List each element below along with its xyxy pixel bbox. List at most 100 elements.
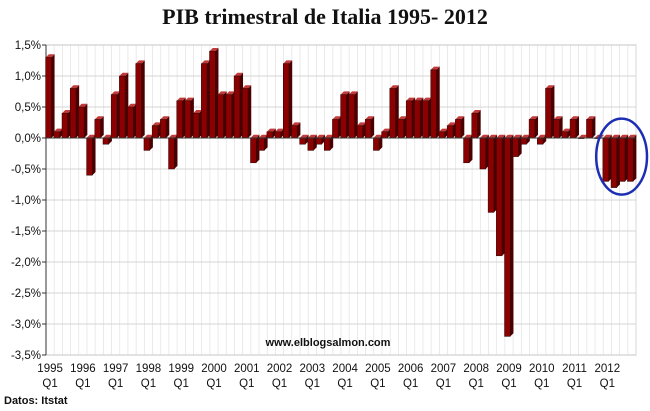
bar-top — [184, 97, 194, 101]
bar-front — [225, 94, 232, 139]
x-quarter-label: Q1 — [206, 378, 221, 390]
bar — [258, 134, 268, 151]
x-year-label: 2011 — [562, 363, 587, 375]
bar — [627, 134, 637, 182]
bar-top — [324, 134, 334, 138]
bar-front — [446, 125, 454, 139]
bar — [356, 122, 366, 139]
x-year-label: 1999 — [168, 363, 194, 375]
bar — [471, 110, 481, 139]
bar — [504, 134, 514, 337]
bar-side — [469, 134, 473, 163]
bar-side — [305, 134, 309, 145]
bar-front — [119, 75, 126, 139]
bar-top — [397, 116, 407, 120]
bar-top — [561, 128, 571, 132]
bar-top — [365, 116, 375, 120]
y-tick-label: 1,5% — [15, 40, 41, 52]
bar-top — [225, 91, 235, 95]
bar-top — [455, 116, 465, 120]
y-tick-label: -2,5% — [11, 288, 41, 300]
bar-front — [348, 94, 355, 139]
bar-front — [422, 100, 429, 139]
bar-front — [545, 88, 552, 139]
bar-top — [627, 134, 637, 138]
bar-front — [389, 88, 396, 139]
bar-front — [184, 100, 191, 139]
bar-side — [321, 134, 325, 145]
bar-side — [534, 116, 539, 138]
bar-front — [266, 131, 273, 139]
bar — [201, 60, 211, 139]
bar-top — [471, 110, 481, 114]
bar-side — [100, 116, 104, 138]
bar-front — [364, 119, 372, 139]
y-tick-label: -1,5% — [11, 226, 41, 238]
bar — [184, 97, 194, 139]
bar-front — [455, 119, 462, 139]
bar-front — [291, 125, 298, 139]
bar — [446, 122, 457, 139]
bar-top — [332, 116, 342, 120]
bar-front — [307, 137, 314, 151]
bar-top — [102, 134, 112, 138]
bar-front — [45, 57, 52, 139]
bar-top — [160, 116, 170, 120]
bar-top — [299, 134, 309, 138]
bar-front — [168, 137, 175, 170]
bar-top — [496, 134, 506, 138]
x-quarter-label: Q1 — [403, 378, 418, 390]
x-axis: 1995 Q1 1996 Q1 1997 Q1 1998 Q1 1999 Q1 2000 Q1 2001… — [37, 363, 620, 390]
bar-front — [151, 125, 159, 139]
x-year-label: 2000 — [201, 363, 227, 375]
bar-top — [119, 72, 129, 76]
y-tick-label: 1,0% — [15, 71, 41, 83]
bar-side — [592, 116, 596, 138]
bar-front — [176, 100, 183, 139]
y-tick-label: 0,0% — [15, 133, 41, 145]
y-tick-label: -3,0% — [11, 319, 41, 331]
bar — [397, 116, 407, 139]
bar — [487, 134, 498, 213]
bar — [250, 134, 260, 164]
bar-top — [611, 134, 620, 138]
bar — [569, 116, 580, 139]
x-year-label: 2006 — [398, 363, 424, 375]
bar — [45, 54, 55, 139]
bar-side — [477, 110, 481, 138]
bar-top — [70, 85, 80, 89]
bar-front — [340, 94, 347, 139]
bar-front — [463, 137, 470, 164]
bar-top — [275, 128, 285, 132]
x-year-label: 2005 — [365, 363, 391, 375]
bar — [266, 128, 276, 139]
bar-side — [264, 134, 268, 151]
bar-top — [127, 103, 137, 107]
bar-front — [86, 137, 93, 176]
bar-front — [618, 137, 626, 182]
bar-front — [61, 112, 69, 139]
bar — [192, 110, 203, 139]
bar-front — [414, 100, 421, 139]
x-year-label: 2012 — [595, 363, 621, 375]
bar-side — [84, 103, 88, 138]
bar-top — [316, 134, 325, 138]
x-quarter-label: Q1 — [174, 378, 189, 390]
bar-front — [332, 119, 339, 139]
bar — [348, 91, 358, 139]
x-quarter-label: Q1 — [534, 378, 549, 390]
bar-front — [602, 137, 609, 182]
bar-side — [633, 134, 637, 182]
bar-front — [561, 131, 568, 139]
bar-top — [504, 134, 514, 138]
bar-side — [379, 134, 383, 151]
x-year-label: 1998 — [136, 363, 162, 375]
bars — [45, 48, 637, 337]
bar-top — [406, 97, 416, 101]
bar — [528, 116, 539, 139]
bar-top — [602, 134, 612, 138]
bar — [332, 116, 342, 139]
x-quarter-label: Q1 — [108, 378, 123, 390]
bar-side — [272, 128, 276, 138]
